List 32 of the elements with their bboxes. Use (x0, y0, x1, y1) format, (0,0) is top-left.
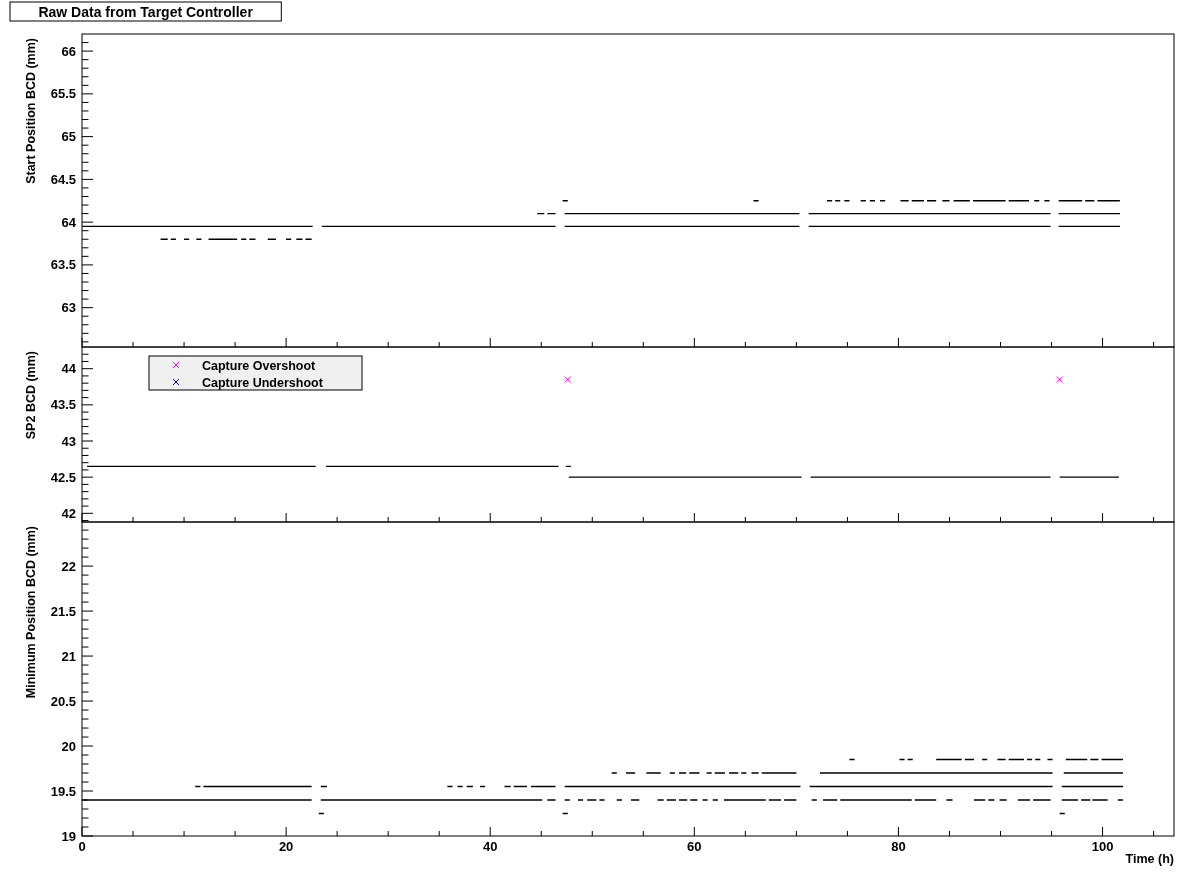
x-tick-label: 100 (1091, 839, 1114, 854)
legend-label: Capture Undershoot (202, 375, 324, 390)
y-tick-label: 65.5 (50, 86, 76, 102)
x-tick-label: 40 (482, 839, 498, 854)
x-tick-label: 80 (891, 839, 906, 854)
x-axis-title: Time (h) (1125, 852, 1174, 866)
y-tick-label: 44 (61, 361, 77, 377)
x-tick-label: 60 (687, 839, 702, 854)
legend-label: Capture Overshoot (202, 358, 317, 373)
y-tick-label: 64.5 (50, 171, 76, 187)
chart-title: Raw Data from Target Controller (38, 3, 254, 20)
y-axis-title: Start Position BCD (mm) (24, 38, 38, 184)
y-tick-label: 63 (61, 300, 76, 316)
y-axis-title: Minimum Position BCD (mm) (24, 526, 38, 699)
y-tick-label: 42.5 (50, 469, 76, 485)
y-tick-label: 43 (61, 433, 76, 449)
y-tick-label: 65 (61, 129, 76, 145)
y-tick-label: 21 (61, 648, 76, 664)
y-axis-title: SP2 BCD (mm) (24, 351, 38, 440)
y-tick-label: 22 (61, 558, 76, 574)
y-tick-label: 66 (61, 43, 76, 59)
y-tick-label: 21.5 (50, 603, 76, 619)
x-tick-label: 20 (278, 839, 294, 854)
y-tick-label: 64 (61, 214, 77, 230)
y-tick-label: 20 (61, 738, 76, 754)
y-tick-label: 19 (61, 828, 76, 844)
x-tick-label: 0 (78, 839, 86, 854)
y-tick-label: 19.5 (50, 783, 76, 799)
y-tick-label: 63.5 (50, 257, 76, 273)
y-tick-label: 43.5 (50, 397, 76, 413)
y-tick-label: 20.5 (50, 693, 76, 709)
y-tick-label: 42 (61, 505, 76, 521)
